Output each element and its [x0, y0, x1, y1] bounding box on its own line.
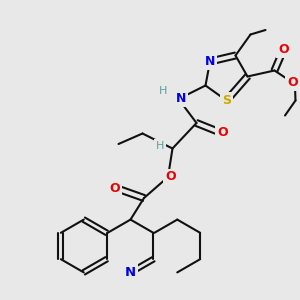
Text: H: H	[159, 86, 167, 97]
Text: O: O	[287, 76, 298, 89]
Text: O: O	[110, 182, 120, 196]
Text: N: N	[125, 266, 136, 279]
Text: O: O	[165, 170, 176, 184]
Text: O: O	[278, 43, 289, 56]
Text: N: N	[176, 92, 186, 106]
Text: H: H	[156, 140, 164, 151]
Text: N: N	[205, 55, 215, 68]
Text: O: O	[217, 125, 228, 139]
Text: S: S	[222, 94, 231, 107]
